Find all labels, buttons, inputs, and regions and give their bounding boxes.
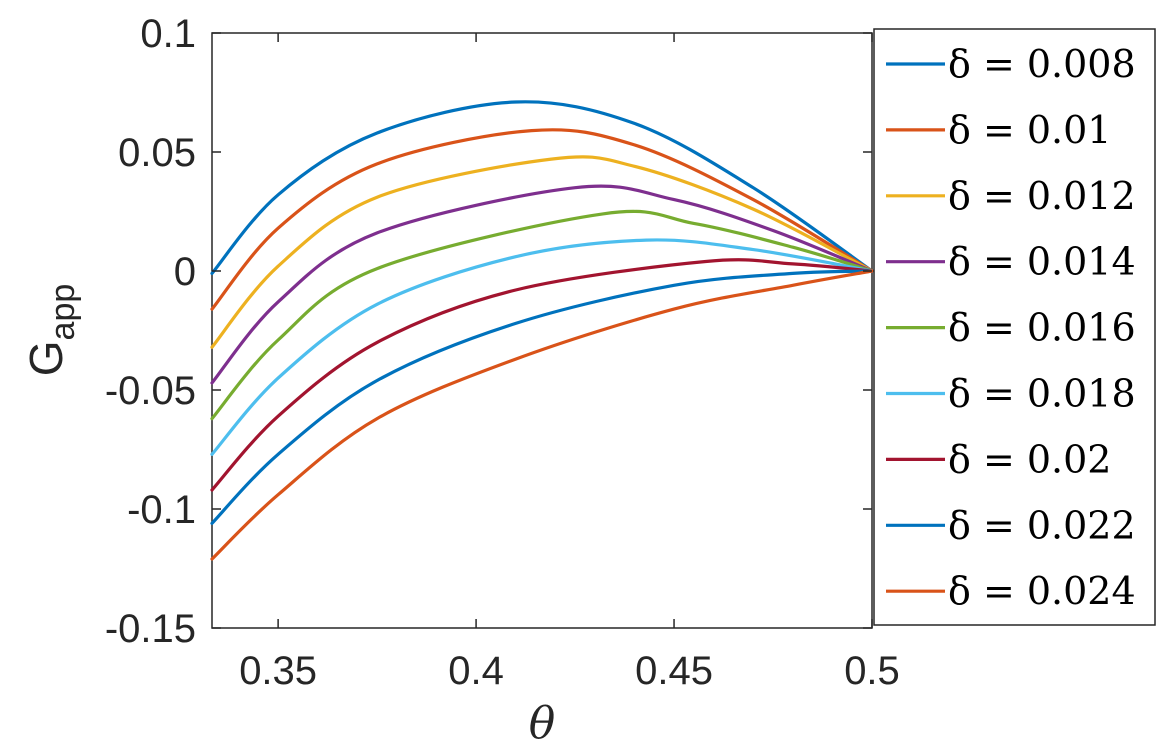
series-layer [210,100,874,561]
legend-item: δ = 0.012 [886,174,1136,218]
plot-frame [211,32,873,629]
legend-item: δ = 0.022 [886,503,1136,547]
series-line-2 [210,128,874,311]
legend-item: δ = 0.01 [886,108,1112,152]
series-line-7 [210,258,874,492]
legend-item: δ = 0.018 [886,372,1136,416]
legend-label: δ = 0.022 [948,503,1136,547]
series-line-6 [210,238,874,456]
series-line-8 [210,269,874,525]
ticks-layer: 0.35 0.4 0.45 0.5 0.1 0.05 0 -0.05 -0.1 -0.15 [105,12,900,693]
series-line-1 [210,100,874,275]
legend-label: δ = 0.012 [948,174,1136,218]
y-tick-label: 0.05 [118,131,196,175]
legend-label: δ = 0.014 [948,240,1136,284]
x-tick-label: 0.35 [239,649,317,693]
y-tick-label: -0.05 [105,369,196,413]
x-tick-label: 0.5 [844,649,900,693]
y-tick-label: 0.1 [140,12,196,56]
legend-label: δ = 0.018 [948,372,1136,416]
series-line-4 [210,184,874,385]
y-tick-label: -0.1 [127,488,196,532]
legend-label: δ = 0.01 [948,108,1112,152]
legend-label: δ = 0.02 [948,437,1112,481]
legend-label: δ = 0.016 [948,306,1136,350]
x-tick-label: 0.4 [448,649,504,693]
plot-area [211,32,873,629]
series-line-9 [210,269,874,561]
series-line-3 [210,155,874,349]
legend-label: δ = 0.024 [948,569,1136,613]
x-axis-title: θ [529,698,556,749]
legend-item: δ = 0.02 [886,437,1112,481]
legend-item: δ = 0.008 [886,42,1136,86]
y-axis-title-subscript: app [44,284,82,341]
legend-label: δ = 0.008 [948,42,1136,86]
x-tick-label: 0.45 [635,649,713,693]
series-line-5 [210,209,874,421]
legend: δ = 0.008 δ = 0.01 δ = 0.012 δ = 0.014 δ = 0… [873,28,1156,626]
y-tick-label: 0 [174,250,196,294]
legend-item: δ = 0.016 [886,306,1136,350]
y-tick-label: -0.15 [105,607,196,651]
y-axis-title-main: G [20,340,72,376]
y-axis-title: Gapp [20,284,82,377]
legend-item: δ = 0.024 [886,569,1136,613]
legend-item: δ = 0.014 [886,240,1136,284]
